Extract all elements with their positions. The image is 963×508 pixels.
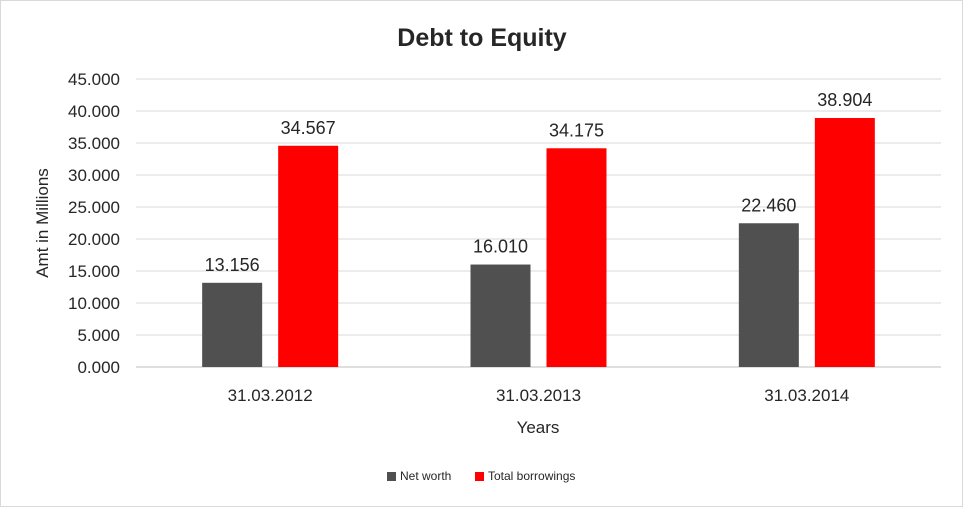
y-axis-ticks: 0.000 5.000 10.000 15.000 20.000 25.000 30.000… xyxy=(68,70,120,377)
data-label: 13.156 xyxy=(205,255,260,275)
chart-title: Debt to Equity xyxy=(397,24,567,52)
data-labels: 13.156 34.567 16.010 34.175 22.460 38.904 xyxy=(205,90,873,275)
y-tick-label: 25.000 xyxy=(68,198,120,217)
data-label: 34.175 xyxy=(549,120,604,140)
x-tick-label: 31.03.2014 xyxy=(764,386,849,405)
legend-label: Total borrowings xyxy=(488,469,575,483)
bar-total-borrowings xyxy=(546,148,607,367)
bar-net-worth xyxy=(738,223,799,367)
x-axis-ticks: 31.03.2012 31.03.2013 31.03.2014 xyxy=(228,386,850,405)
y-tick-label: 45.000 xyxy=(68,70,120,89)
x-axis-title: Years xyxy=(517,418,560,437)
y-tick-label: 15.000 xyxy=(68,262,120,281)
x-tick-label: 31.03.2013 xyxy=(496,386,581,405)
data-label: 22.460 xyxy=(741,195,796,215)
bar-total-borrowings xyxy=(278,145,339,367)
data-label: 34.567 xyxy=(281,118,336,138)
data-label: 16.010 xyxy=(473,237,528,257)
data-label: 38.904 xyxy=(817,90,872,110)
legend: Net worth Total borrowings xyxy=(387,469,575,483)
y-tick-label: 40.000 xyxy=(68,102,120,121)
y-tick-label: 5.000 xyxy=(77,326,120,345)
legend-label: Net worth xyxy=(400,469,451,483)
bar-net-worth xyxy=(470,264,531,367)
y-tick-label: 10.000 xyxy=(68,294,120,313)
bar-total-borrowings xyxy=(814,118,875,367)
y-tick-label: 35.000 xyxy=(68,134,120,153)
legend-swatch xyxy=(475,472,484,481)
y-axis-title: Amt in Millions xyxy=(33,168,52,278)
y-tick-label: 0.000 xyxy=(77,358,120,377)
legend-swatch xyxy=(387,472,396,481)
bars xyxy=(202,118,875,367)
y-tick-label: 20.000 xyxy=(68,230,120,249)
bar-net-worth xyxy=(202,282,263,367)
y-tick-label: 30.000 xyxy=(68,166,120,185)
gridlines xyxy=(136,78,941,368)
x-tick-label: 31.03.2012 xyxy=(228,386,313,405)
